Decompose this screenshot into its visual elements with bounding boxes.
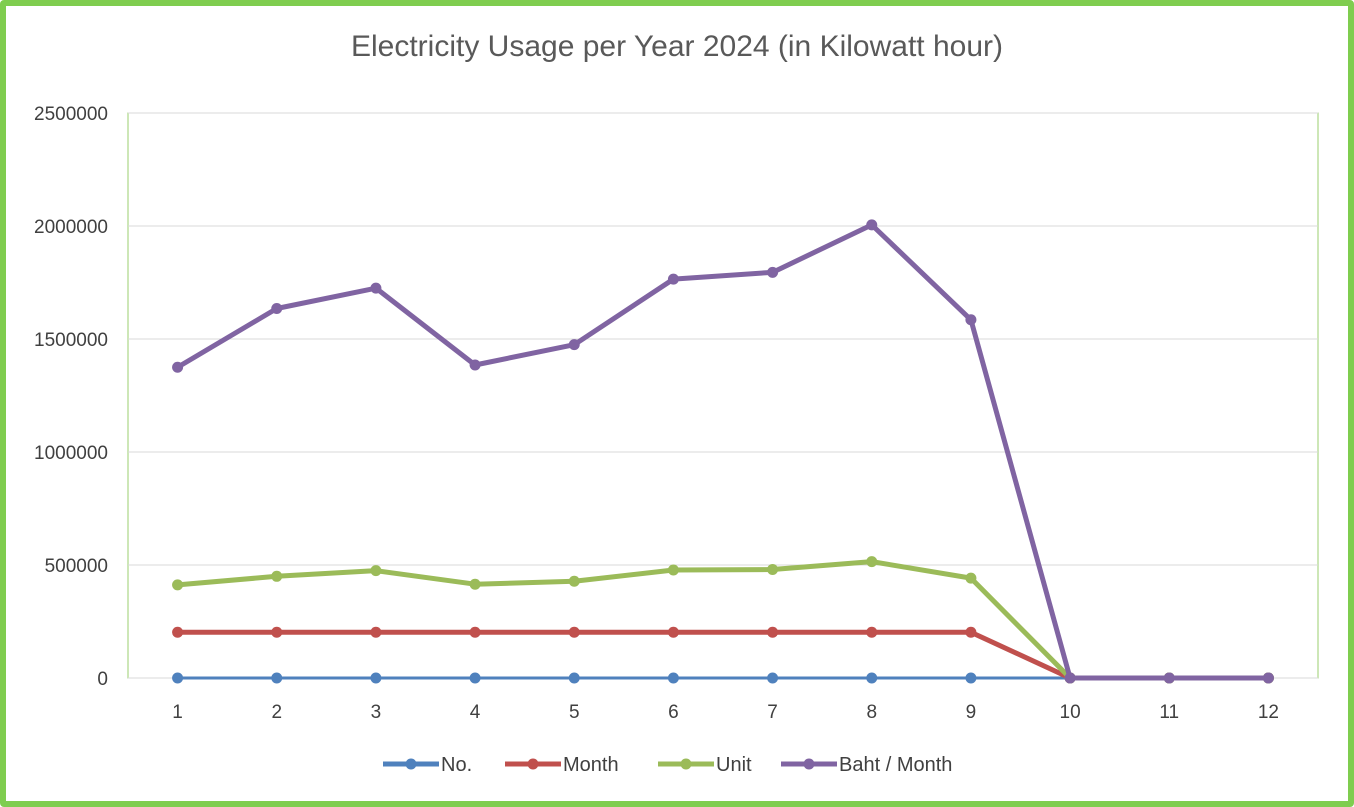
series-month [172,626,1274,684]
data-point [767,266,779,278]
data-point [866,626,878,638]
plot-area [127,112,1319,679]
series-line [177,559,1269,681]
series-lines [172,219,1274,684]
data-point [271,302,283,314]
x-tick-label: 10 [1060,702,1081,723]
data-point [767,626,779,638]
data-point [271,570,283,582]
data-point [568,672,580,684]
data-point [767,672,779,684]
legend-marker-icon [405,758,417,770]
x-tick-label: 12 [1258,702,1279,723]
x-tick-label: 2 [271,702,282,723]
data-point [1064,672,1076,684]
legend: No. Month Unit Baht / Month [383,754,952,776]
series-baht-month [172,219,1274,684]
data-point [172,579,184,591]
data-point [172,361,184,373]
legend-label: Month [563,754,619,776]
legend-marker-icon [527,758,539,770]
legend-marker-icon [680,758,692,770]
x-tick-label: 11 [1159,702,1179,723]
y-tick-label: 1500000 [34,330,108,351]
data-point [667,672,679,684]
legend-item: Unit [658,754,752,776]
y-axis-ticks: 0 500000 1000000 1500000 2000000 2500000 [34,104,108,690]
data-point [172,626,184,638]
x-tick-label: 8 [866,702,877,723]
y-tick-label: 2000000 [34,217,108,238]
data-point [568,626,580,638]
data-point [370,282,382,294]
data-point [1163,672,1175,684]
series-line [176,222,1269,681]
x-tick-label: 9 [966,702,977,723]
data-point [469,626,481,638]
data-point [469,672,481,684]
data-point [965,626,977,638]
data-point [469,578,481,590]
x-tick-label: 5 [569,702,580,723]
data-point [271,672,283,684]
data-point [469,359,481,371]
data-point [767,564,779,576]
x-axis-ticks: 1 2 3 4 5 6 7 8 9 10 11 12 [172,702,1279,723]
data-point [271,626,283,638]
data-point [667,564,679,576]
y-tick-label: 1000000 [34,443,108,464]
x-tick-label: 1 [172,702,183,723]
legend-label: Baht / Month [839,754,952,776]
series-line [177,629,1269,681]
data-point [172,672,184,684]
data-point [866,219,878,231]
data-point [667,273,679,285]
x-tick-label: 3 [371,702,382,723]
legend-label: No. [441,754,472,776]
series-unit [172,556,1274,684]
data-point [866,556,878,568]
data-point [370,672,382,684]
x-tick-label: 7 [767,702,778,723]
data-point [965,572,977,584]
x-tick-label: 6 [668,702,679,723]
legend-item: No. [383,754,472,776]
chart-title: Electricity Usage per Year 2024 (in Kilo… [350,30,1003,63]
legend-marker-icon [803,758,815,770]
legend-item: Baht / Month [781,754,952,776]
data-point [965,672,977,684]
data-point [667,626,679,638]
data-point [965,314,977,326]
data-point [370,565,382,577]
data-point [370,626,382,638]
data-point [1262,672,1274,684]
legend-label: Unit [716,754,752,776]
y-tick-label: 2500000 [34,104,108,125]
data-point [568,339,580,351]
y-tick-label: 0 [97,669,108,690]
y-tick-label: 500000 [45,556,108,577]
x-tick-label: 4 [470,702,481,723]
gridlines [127,112,1319,679]
data-point [866,672,878,684]
legend-item: Month [505,754,619,776]
data-point [568,575,580,587]
